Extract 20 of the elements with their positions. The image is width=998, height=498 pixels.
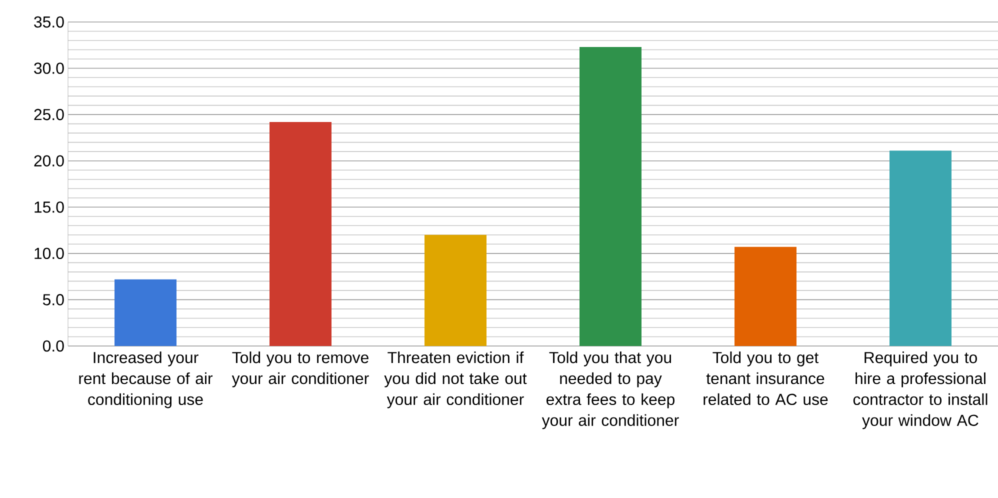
y-tick-label: 10.0 (34, 248, 64, 260)
x-tick-label: Increased your rent because of air conditioning use (79, 352, 213, 408)
x-tick-label: Told you to remove your air conditioner (232, 352, 369, 388)
y-tick-label: 5.0 (42, 294, 64, 306)
x-tick-label: Told you to get tenant insurance related to AC use (704, 352, 828, 406)
y-tick-label: 25.0 (34, 108, 64, 120)
y-tick-label: 0.0 (42, 340, 64, 352)
bar (734, 246, 797, 346)
bar (270, 122, 332, 346)
bar (114, 279, 177, 346)
x-tick-label: Required you to hire a professional contractor to install your window AC (853, 352, 988, 430)
x-tick-label: Told you that you needed to pay extra fees to keep your air conditioner (542, 352, 679, 430)
y-tick-label: 15.0 (34, 201, 64, 213)
y-tick-label: 35.0 (34, 16, 64, 28)
bar (424, 234, 487, 346)
x-tick-label: Threaten eviction if you did not take out your air conditioner (384, 352, 527, 408)
y-tick-label: 20.0 (34, 155, 64, 166)
bar (580, 46, 642, 346)
bar (890, 150, 952, 346)
y-tick-label: 30.0 (34, 62, 64, 74)
